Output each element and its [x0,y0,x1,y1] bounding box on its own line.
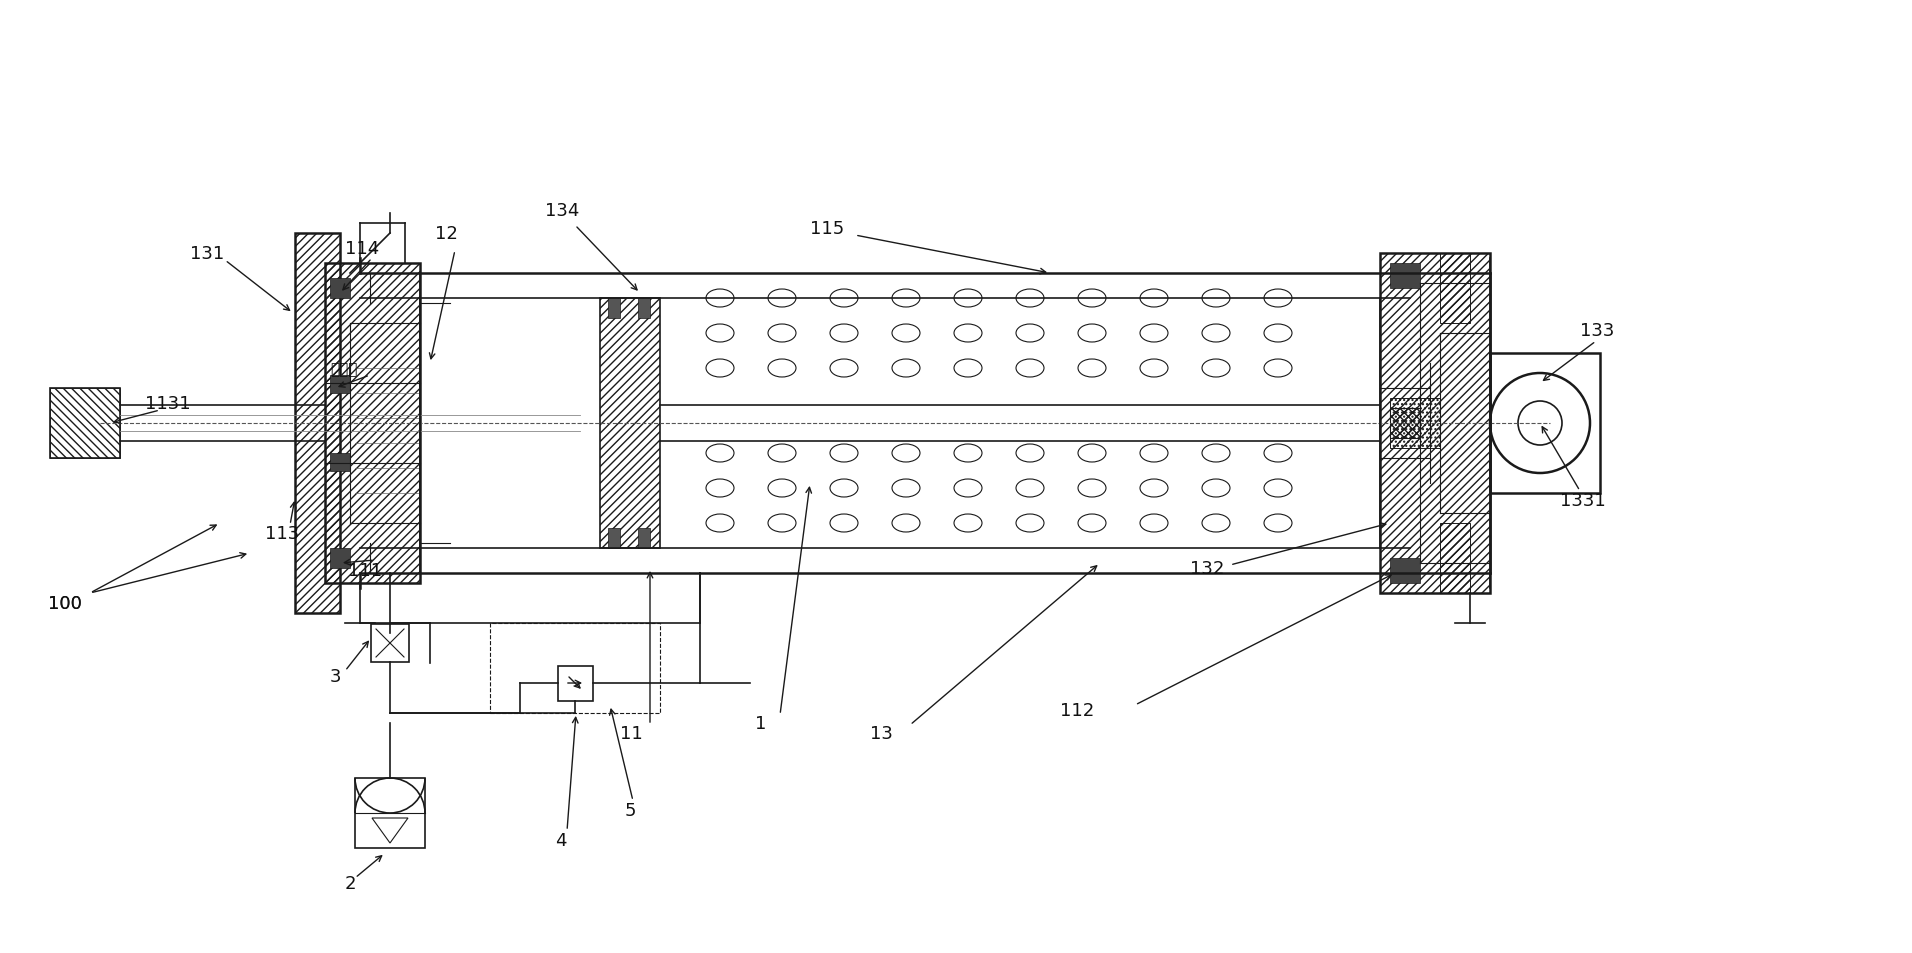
Bar [639,298,650,318]
Text: 133: 133 [1579,322,1614,339]
Bar [331,548,350,568]
Text: 1131: 1131 [145,395,191,413]
Bar [558,666,593,700]
Bar [1440,523,1470,594]
Bar [294,233,340,614]
Text: 1331: 1331 [1560,492,1606,510]
Text: 1: 1 [755,714,767,732]
Text: 100: 100 [48,595,82,613]
Text: 131: 131 [189,245,224,263]
Bar [1380,253,1489,594]
Bar [608,529,619,548]
Text: 114: 114 [344,240,379,257]
Bar [1390,558,1421,583]
Text: 3: 3 [331,667,342,685]
Text: 115: 115 [811,220,845,237]
Text: 4: 4 [554,831,566,849]
Text: 5: 5 [625,801,637,820]
Bar [371,624,409,662]
Bar [1489,354,1600,494]
Text: 132: 132 [1189,559,1224,578]
Bar [331,375,350,394]
Bar [1440,253,1470,324]
Bar [1390,264,1421,289]
Bar [50,389,120,458]
Text: 113: 113 [266,524,300,542]
Text: 13: 13 [870,724,893,742]
Bar [1390,409,1421,438]
Bar [50,389,120,458]
Bar [639,529,650,548]
Text: 12: 12 [436,225,457,243]
Bar [325,264,421,583]
Text: 2: 2 [344,874,356,892]
Bar [331,454,350,472]
Text: 134: 134 [545,202,579,220]
Text: 液压油: 液压油 [331,361,358,376]
Bar [331,278,350,298]
Bar [1390,398,1440,449]
Text: 11: 11 [619,724,642,742]
Bar [489,623,660,713]
Bar [356,779,424,848]
Text: 111: 111 [348,561,382,579]
Bar [608,298,619,318]
Bar [600,298,660,548]
Text: 100: 100 [48,595,82,613]
Text: 112: 112 [1059,701,1094,720]
